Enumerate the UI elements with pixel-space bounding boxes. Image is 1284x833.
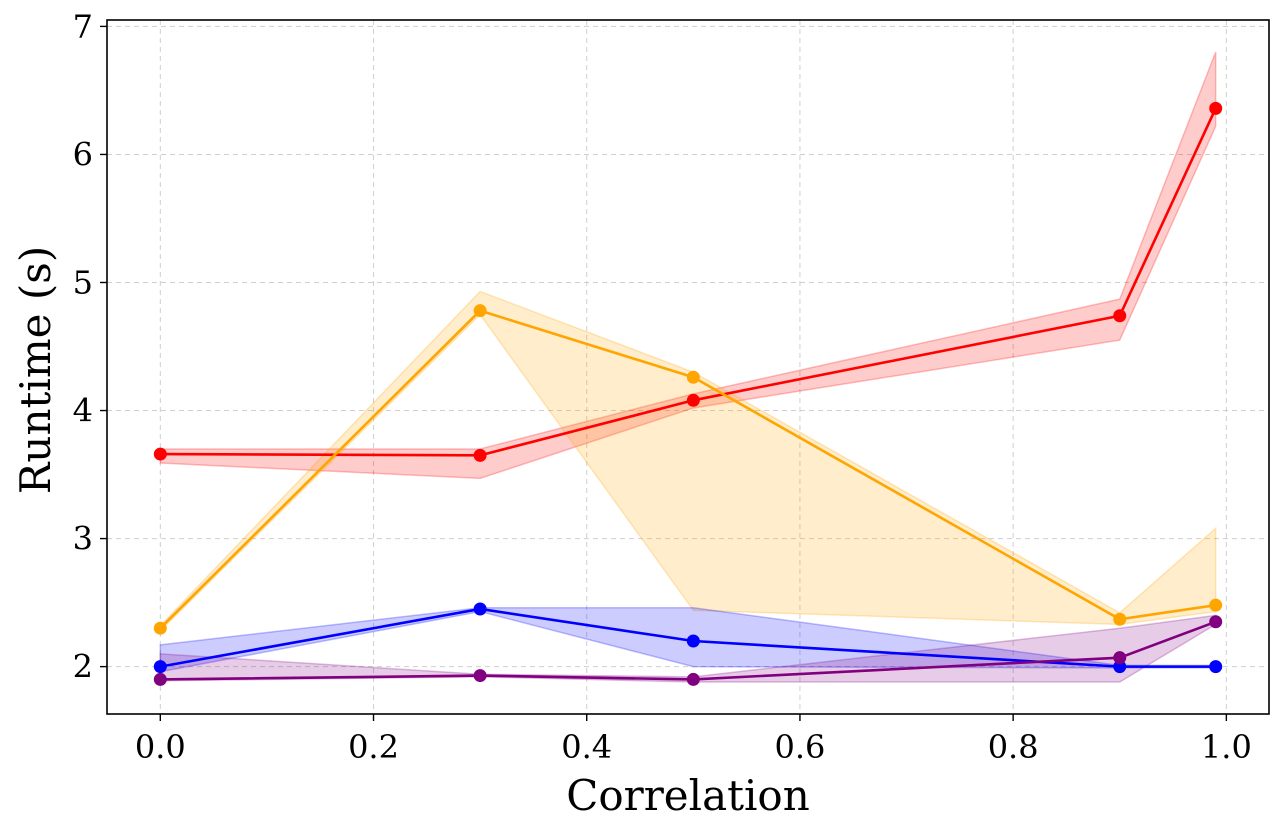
data-point <box>473 602 487 616</box>
data-point <box>473 669 487 683</box>
data-point <box>686 370 700 384</box>
data-point <box>686 393 700 407</box>
y-axis-ticks: 2 3 4 5 6 7 <box>73 7 107 686</box>
y-tick-label: 4 <box>73 392 93 430</box>
data-point <box>1113 309 1127 323</box>
x-tick-label: 0.4 <box>561 728 612 766</box>
data-point <box>1209 101 1223 115</box>
grid <box>107 20 1269 714</box>
series-points <box>153 101 1223 686</box>
data-point <box>686 672 700 686</box>
data-point <box>1209 660 1223 674</box>
x-tick-label: 0.8 <box>988 728 1039 766</box>
data-point <box>1209 615 1223 629</box>
x-tick-label: 0.6 <box>774 728 825 766</box>
data-point <box>153 672 167 686</box>
data-point <box>153 660 167 674</box>
y-tick-label: 7 <box>73 7 93 45</box>
data-point <box>1209 598 1223 612</box>
y-tick-label: 6 <box>73 135 93 173</box>
x-tick-label: 0.2 <box>348 728 399 766</box>
x-axis-ticks: 0.0 0.2 0.4 0.6 0.8 1.0 <box>135 714 1252 766</box>
y-axis-title: Runtime (s) <box>11 246 60 494</box>
y-tick-label: 3 <box>73 520 93 558</box>
x-tick-label: 0.0 <box>135 728 186 766</box>
y-tick-label: 2 <box>73 648 93 686</box>
data-point <box>153 447 167 461</box>
data-point <box>473 304 487 318</box>
data-point <box>1113 651 1127 665</box>
data-point <box>1113 612 1127 626</box>
x-tick-label: 1.0 <box>1201 728 1252 766</box>
data-point <box>686 634 700 648</box>
plot-frame <box>106 19 1270 715</box>
data-point <box>153 621 167 635</box>
data-point <box>1113 660 1127 674</box>
data-point <box>473 448 487 462</box>
y-tick-label: 5 <box>73 263 93 301</box>
confidence-band-0 <box>159 51 1217 480</box>
confidence-bands <box>159 51 1217 683</box>
x-axis-title: Correlation <box>566 771 810 820</box>
